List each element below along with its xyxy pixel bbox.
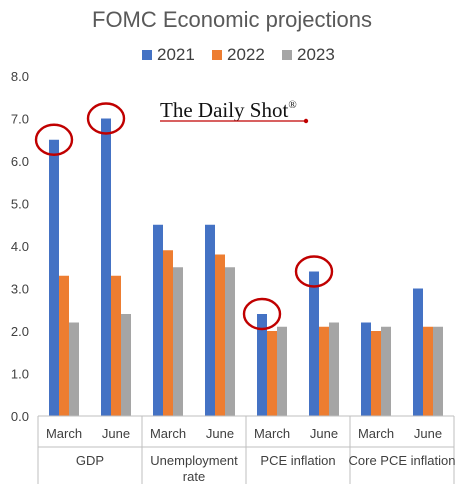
highlight-circle-1 xyxy=(86,102,126,135)
bar-2021-4 xyxy=(257,314,267,416)
y-tick-label: 1.0 xyxy=(11,367,29,382)
bar-2023-6 xyxy=(381,326,391,416)
bar-2021-5 xyxy=(309,271,319,416)
legend-swatch-2023 xyxy=(282,50,292,60)
y-tick-label: 3.0 xyxy=(11,282,29,297)
x-tick-label: March xyxy=(254,426,290,441)
bar-2022-0 xyxy=(59,275,69,416)
legend-label-2021: 2021 xyxy=(157,45,195,64)
bar-2023-2 xyxy=(173,267,183,416)
y-axis: 0.0 1.0 2.0 3.0 4.0 5.0 6.0 7.0 8.0 xyxy=(11,69,29,424)
bar-2023-0 xyxy=(69,322,79,416)
y-tick-label: 5.0 xyxy=(11,197,29,212)
group-label: Unemployment xyxy=(150,453,238,468)
highlight-circle-0 xyxy=(34,123,74,156)
legend-swatch-2022 xyxy=(212,50,222,60)
legend-swatch-2021 xyxy=(142,50,152,60)
bar-2021-6 xyxy=(361,322,371,416)
legend: 2021 2022 2023 xyxy=(142,45,335,64)
watermark-dot xyxy=(303,118,309,124)
x-tick-label: March xyxy=(150,426,186,441)
bar-2022-1 xyxy=(111,275,121,416)
legend-label-2022: 2022 xyxy=(227,45,265,64)
bar-2021-0 xyxy=(49,139,59,416)
bar-2023-4 xyxy=(277,326,287,416)
group-label: rate xyxy=(183,469,205,484)
bar-2022-7 xyxy=(423,326,433,416)
bar-2022-5 xyxy=(319,326,329,416)
bar-2022-4 xyxy=(267,331,277,416)
bar-2021-1 xyxy=(101,118,111,416)
y-tick-label: 4.0 xyxy=(11,239,29,254)
bar-2023-3 xyxy=(225,267,235,416)
bar-2021-7 xyxy=(413,288,423,416)
x-tick-label: March xyxy=(46,426,82,441)
bar-2021-3 xyxy=(205,224,215,416)
x-tick-label: June xyxy=(414,426,442,441)
y-tick-label: 6.0 xyxy=(11,154,29,169)
bars xyxy=(49,118,443,416)
bar-2021-2 xyxy=(153,224,163,416)
y-tick-label: 7.0 xyxy=(11,112,29,127)
bar-2023-5 xyxy=(329,322,339,416)
bar-2023-1 xyxy=(121,314,131,416)
legend-label-2023: 2023 xyxy=(297,45,335,64)
group-label: Core PCE inflation xyxy=(349,453,456,468)
y-tick-label: 8.0 xyxy=(11,69,29,84)
bar-2022-2 xyxy=(163,250,173,416)
y-tick-label: 2.0 xyxy=(11,324,29,339)
bar-2023-7 xyxy=(433,326,443,416)
watermark: The Daily Shot® xyxy=(160,98,309,124)
highlight-circle-2 xyxy=(242,297,282,331)
group-label: GDP xyxy=(76,453,104,468)
y-tick-label: 0.0 xyxy=(11,409,29,424)
watermark-text: The Daily Shot® xyxy=(160,98,297,122)
group-label: PCE inflation xyxy=(260,453,335,468)
x-tick-label: June xyxy=(102,426,130,441)
bar-2022-3 xyxy=(215,254,225,416)
highlight-circles xyxy=(34,102,334,331)
x-tick-label: June xyxy=(310,426,338,441)
x-tick-label: June xyxy=(206,426,234,441)
bar-2022-6 xyxy=(371,331,381,416)
highlight-circle-3 xyxy=(294,255,334,288)
x-tick-label: March xyxy=(358,426,394,441)
chart-title: FOMC Economic projections xyxy=(92,7,372,32)
